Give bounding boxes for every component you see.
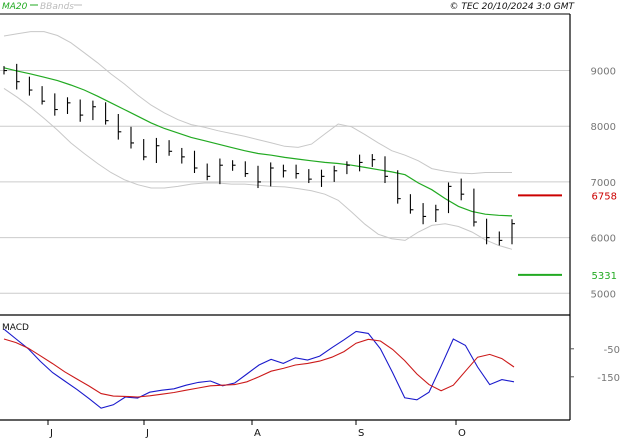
resistance-label: 6758 (592, 191, 617, 202)
macd-line (3, 328, 515, 409)
x-tick-label: S (358, 428, 364, 439)
macd-y-tick-label: -50 (604, 345, 620, 356)
y-tick-label: 8000 (591, 122, 616, 133)
macd-label: MACD (2, 323, 29, 333)
x-tick-label: J (49, 428, 53, 439)
y-tick-label: 7000 (591, 178, 616, 189)
copyright-text: © TEC 20/10/2024 3:0 GMT (449, 2, 575, 12)
price-levels: 6758 5331 (518, 191, 617, 282)
grid-lines (0, 70, 570, 294)
x-tick-label: O (458, 428, 466, 439)
y-tick-label: 9000 (591, 67, 616, 78)
y-tick-label: 6000 (591, 234, 616, 245)
support-label: 5331 (592, 271, 617, 282)
legend-ma20: MA20 (2, 2, 28, 12)
macd-y-tick-label: -150 (597, 373, 620, 384)
bband-upper (3, 31, 512, 175)
x-tick-label: J (145, 428, 149, 439)
y-axis: 5000 6000 7000 8000 9000 -50 -150 (570, 67, 620, 384)
ma20-line (3, 67, 513, 217)
ma20-path (3, 67, 513, 217)
signal-line (3, 338, 515, 398)
y-tick-label: 5000 (591, 289, 616, 300)
price-bars (3, 63, 515, 246)
legend-bbands: BBands (40, 2, 74, 12)
macd-panel (3, 328, 515, 409)
x-tick-label: A (254, 428, 261, 439)
